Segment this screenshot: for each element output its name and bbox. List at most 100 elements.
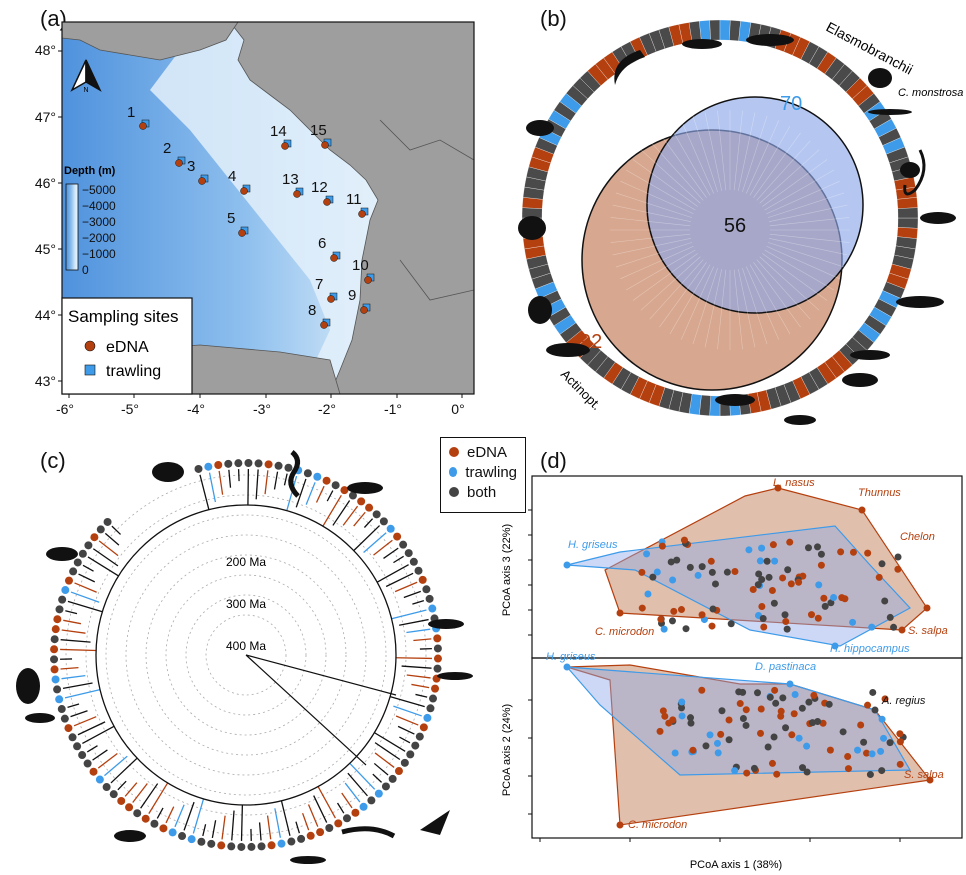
panel-c-phylogeny: 200 Ma 300 Ma 400 Ma xyxy=(16,450,473,864)
pcoa-point xyxy=(687,719,695,727)
pcoa-point xyxy=(678,698,686,706)
site-label: 7 xyxy=(315,276,323,293)
label-chelon: Chelon xyxy=(900,531,935,543)
pcoa-axis1-label: PCoA axis 1 (38%) xyxy=(690,859,782,871)
tip-point xyxy=(89,767,98,776)
lat-tick: 45° xyxy=(35,241,56,257)
pcoa-point xyxy=(871,706,879,714)
pcoa-point xyxy=(754,581,762,589)
depth-colorbar xyxy=(65,183,79,271)
pcoa-point xyxy=(757,729,765,737)
tip-point xyxy=(297,834,306,843)
pcoa-point xyxy=(786,680,794,688)
tip-point xyxy=(411,741,420,750)
tip-point xyxy=(381,782,390,791)
pcoa-point xyxy=(742,721,750,729)
pcoa-point xyxy=(745,546,753,554)
tip-point xyxy=(422,585,431,594)
tip-point xyxy=(284,463,293,472)
pcoa-point xyxy=(854,746,862,754)
site-edna-marker xyxy=(320,321,328,329)
tip-point xyxy=(159,824,168,833)
venn-trawl-only: 70 xyxy=(780,93,802,115)
panel-a-map: 48° 47° 46° 45° 44° 43° -6° -5° -4° -3° … xyxy=(35,21,475,417)
tip-point xyxy=(244,459,253,468)
lon-tick: -3° xyxy=(253,401,271,417)
pcoa-point xyxy=(863,749,871,757)
pcoa-point xyxy=(896,738,904,746)
pcoa-point xyxy=(653,568,661,576)
lat-tick: 44° xyxy=(35,307,56,323)
pcoa-point xyxy=(831,642,839,650)
pcoa-point xyxy=(660,625,668,633)
lat-tick: 43° xyxy=(35,373,56,389)
tip-point xyxy=(61,586,70,595)
tip-point xyxy=(78,549,87,558)
tip-point xyxy=(73,742,82,751)
legend-trawling: trawling xyxy=(106,363,161,380)
site-label: 1 xyxy=(127,104,135,121)
pcoa-point xyxy=(868,750,876,758)
pcoa-point xyxy=(896,730,904,738)
tip-point xyxy=(357,497,366,506)
pcoa-point xyxy=(881,695,889,703)
pcoa-point xyxy=(795,734,803,742)
tip-point xyxy=(429,694,438,703)
pcoa-point xyxy=(687,714,695,722)
label-l-nasus: L. nasus xyxy=(773,477,815,489)
tip-point xyxy=(53,685,62,694)
pcoa-point xyxy=(713,739,721,747)
tip-point xyxy=(168,828,177,837)
pcoa-point xyxy=(756,557,764,565)
panel-d-pcoa: PCoA axis 3 (22%) PCoA axis 2 (24%) PCoA… xyxy=(501,475,963,871)
pcoa-point xyxy=(877,747,885,755)
tip-point xyxy=(125,803,134,812)
tip-point xyxy=(60,714,69,723)
tip-point xyxy=(117,796,126,805)
tip-point xyxy=(50,665,59,674)
pcoa-point xyxy=(810,691,818,699)
site-label: 13 xyxy=(282,171,299,188)
lon-tick: 0° xyxy=(451,401,464,417)
pcoa-point xyxy=(849,548,857,556)
pcoa-point xyxy=(788,731,796,739)
tip-point xyxy=(227,842,236,851)
pcoa-point xyxy=(864,549,872,557)
pcoa-point xyxy=(781,611,789,619)
tip-point xyxy=(96,525,105,534)
tip-point xyxy=(194,464,203,473)
pcoa-point xyxy=(760,623,768,631)
pcoa-point xyxy=(886,613,894,621)
label-s-salpa-top: S. salpa xyxy=(908,625,948,637)
pcoa-point xyxy=(742,706,750,714)
tip-point xyxy=(78,751,87,760)
pcoa-point xyxy=(709,605,717,613)
tip-point xyxy=(51,625,60,634)
tip-point xyxy=(359,802,368,811)
pcoa-point xyxy=(858,506,866,514)
pcoa-point xyxy=(814,543,822,551)
tip-point xyxy=(418,575,427,584)
legend-edna: eDNA xyxy=(467,443,508,461)
tip-point xyxy=(247,842,256,851)
tip-point xyxy=(351,808,360,817)
pcoa-point xyxy=(670,607,678,615)
pcoa-point xyxy=(799,764,807,772)
label-h-griseus-top: H. griseus xyxy=(568,539,618,551)
pcoa-point xyxy=(680,536,688,544)
pcoa-point xyxy=(673,556,681,564)
pcoa-point xyxy=(825,700,833,708)
tip-point xyxy=(433,644,442,653)
pcoa-point xyxy=(694,571,702,579)
tip-point xyxy=(197,837,206,846)
pcoa-point xyxy=(563,663,571,671)
tip-point xyxy=(50,645,59,654)
pcoa-point xyxy=(769,541,777,549)
pcoa-point xyxy=(787,580,795,588)
pcoa-point xyxy=(758,602,766,610)
label-c-microdon-top: C. microdon xyxy=(595,626,654,638)
pcoa-point xyxy=(849,618,857,626)
depth-tick: 0 xyxy=(82,263,89,277)
pcoa-point xyxy=(678,712,686,720)
pcoa-point xyxy=(890,623,898,631)
